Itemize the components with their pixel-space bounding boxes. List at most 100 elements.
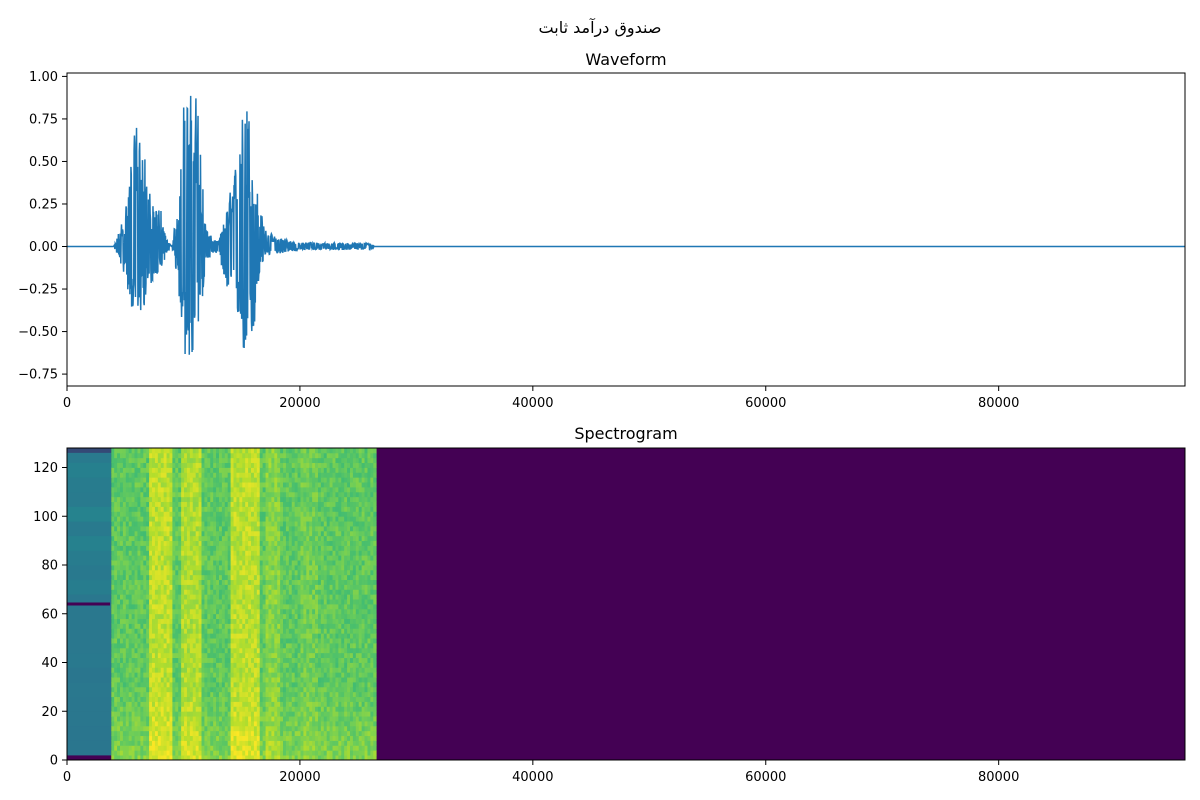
spectrogram-cell <box>329 482 333 488</box>
spectrogram-cell <box>213 496 217 503</box>
spectrogram-cell <box>315 613 319 620</box>
spectrogram-cell <box>207 491 211 498</box>
spectrogram-cell <box>198 457 202 464</box>
spectrogram-cell <box>309 496 313 503</box>
spectrogram-cell <box>323 545 328 551</box>
spectrogram-cell <box>160 482 165 488</box>
spectrogram-cell <box>189 491 194 498</box>
spectrogram-cell <box>317 565 322 571</box>
spectrogram-cell <box>128 516 133 522</box>
spectrogram-cell <box>315 691 319 698</box>
spectrogram-cell <box>332 501 336 507</box>
spectrogram-cell <box>172 730 176 737</box>
spectrogram-cell <box>119 594 124 600</box>
spectrogram-cell <box>303 530 307 537</box>
spectrogram-cell <box>312 579 316 585</box>
spectrogram-cell <box>216 584 220 590</box>
spectrogram-cell <box>201 657 205 663</box>
spectrogram-cell <box>111 662 115 668</box>
spectrogram-cell <box>230 667 234 673</box>
spectrogram-cell <box>277 457 281 464</box>
spectrogram-cell <box>149 589 153 595</box>
spectrogram-cell <box>175 540 179 546</box>
spectrogram-cell <box>154 579 159 585</box>
spectrogram-cell <box>271 540 275 546</box>
spectrogram-cell <box>178 647 182 654</box>
spectrogram-cell <box>248 467 252 473</box>
spectrogram-cell <box>245 462 249 468</box>
spectrogram-cell <box>224 682 229 688</box>
spectrogram-cell <box>140 448 144 454</box>
spectrogram-cell <box>291 452 296 459</box>
spectrogram-cell <box>242 574 246 581</box>
spectrogram-cell <box>274 647 278 654</box>
spectrogram-cell <box>291 496 296 503</box>
spectrogram-cell <box>329 565 333 571</box>
spectrogram-cell <box>309 643 313 649</box>
spectrogram-cell <box>117 569 121 576</box>
spectrogram-cell <box>140 560 144 566</box>
spectrogram-cell <box>253 565 258 571</box>
spectrogram-cell <box>175 565 179 571</box>
spectrogram-cell <box>332 496 336 503</box>
spectrogram-cell <box>251 730 255 737</box>
spectrogram-cell <box>309 608 313 615</box>
spectrogram-cell <box>306 545 310 551</box>
spectrogram-cell <box>157 555 162 561</box>
spectrogram-cell <box>230 482 234 488</box>
spectrogram-cell <box>262 574 266 581</box>
spectrogram-cell <box>221 652 226 659</box>
spectrogram-cell <box>166 667 170 673</box>
spectrogram-cell <box>201 467 205 473</box>
spectrogram-cell <box>242 530 246 537</box>
spectrogram-cell <box>125 662 130 668</box>
spectrogram-cell <box>117 755 121 761</box>
spectrogram-cell <box>178 706 182 712</box>
spectrogram-cell <box>277 530 281 537</box>
spectrogram-cell <box>210 745 214 751</box>
spectrogram-cell <box>230 740 234 746</box>
spectrogram-cell <box>216 643 220 649</box>
spectrogram-cell <box>271 628 275 634</box>
spectrogram-cell <box>163 462 167 468</box>
spectrogram-cell <box>283 545 287 551</box>
spectrogram-cell <box>233 750 237 756</box>
spectrogram-cell <box>242 506 246 512</box>
spectrogram-cell <box>114 682 118 688</box>
spectrogram-cell <box>224 521 229 527</box>
spectrogram-cell <box>146 579 150 585</box>
spectrogram-cell <box>224 560 229 566</box>
spectrogram-cell <box>233 721 237 727</box>
spectrogram-cell <box>312 545 316 551</box>
spectrogram-cell <box>181 750 185 756</box>
spectrogram-cell <box>285 643 290 649</box>
spectrogram-cell <box>265 482 269 488</box>
spectrogram-cell <box>218 652 223 659</box>
spectrogram-cell <box>204 535 208 542</box>
spectrogram-cell <box>192 462 197 468</box>
spectrogram-cell <box>204 550 208 556</box>
spectrogram-cell <box>239 526 243 532</box>
spectrogram-cell <box>224 584 229 590</box>
spectrogram-cell <box>181 701 185 707</box>
spectrogram-cell <box>303 696 307 702</box>
spectrogram-cell <box>329 604 333 610</box>
spectrogram-cell <box>288 477 293 483</box>
spectrogram-cell <box>303 462 307 468</box>
spectrogram-cell <box>114 643 118 649</box>
spectrogram-cell <box>303 560 307 566</box>
spectrogram-cell <box>163 501 167 507</box>
spectrogram-cell <box>189 526 194 532</box>
spectrogram-cell <box>172 584 176 590</box>
spectrogram-cell <box>280 555 284 561</box>
spectrogram-cell <box>320 643 325 649</box>
spectrogram-cell <box>297 545 301 551</box>
spectrogram-cell <box>149 560 153 566</box>
spectrogram-cell <box>248 682 252 688</box>
spectrogram-cell <box>166 584 170 590</box>
spectrogram-cell <box>157 755 162 761</box>
spectrogram-cell <box>291 628 296 634</box>
spectrogram-cell <box>280 604 284 610</box>
spectrogram-cell <box>160 686 165 693</box>
spectrogram-cell <box>251 672 255 678</box>
